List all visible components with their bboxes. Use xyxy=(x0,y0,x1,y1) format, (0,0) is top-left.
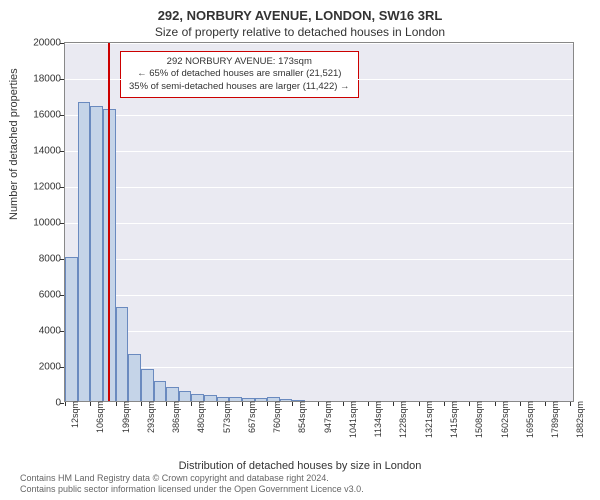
x-tick-label: 480sqm xyxy=(194,401,206,433)
histogram-bar xyxy=(65,257,78,401)
histogram-bar xyxy=(191,394,204,401)
histogram-bar xyxy=(154,381,166,401)
histogram-bar xyxy=(166,387,179,401)
x-tick-label: 1602sqm xyxy=(498,401,510,438)
y-axis-label: Number of detached properties xyxy=(8,68,20,220)
histogram-bar xyxy=(141,369,154,401)
footer-attribution: Contains HM Land Registry data © Crown c… xyxy=(20,473,364,496)
gridline xyxy=(65,259,573,260)
x-tick-label: 1228sqm xyxy=(396,401,408,438)
annotation-line1: 292 NORBURY AVENUE: 173sqm xyxy=(129,56,350,68)
chart-title-address: 292, NORBURY AVENUE, LONDON, SW16 3RL xyxy=(0,0,600,23)
histogram-bar xyxy=(116,307,129,401)
histogram-bar xyxy=(128,354,141,401)
histogram-bar xyxy=(78,102,91,401)
gridline xyxy=(65,115,573,116)
x-axis-label: Distribution of detached houses by size … xyxy=(0,460,600,472)
x-tick-label: 1695sqm xyxy=(523,401,535,438)
reference-line xyxy=(108,43,110,401)
x-tick-label: 1508sqm xyxy=(472,401,484,438)
gridline xyxy=(65,79,573,80)
x-tick-label: 1321sqm xyxy=(422,401,434,438)
gridline xyxy=(65,331,573,332)
x-tick-label: 947sqm xyxy=(321,401,333,433)
histogram-bar xyxy=(179,391,192,401)
x-tick-label: 573sqm xyxy=(220,401,232,433)
footer-line1: Contains HM Land Registry data © Crown c… xyxy=(20,473,364,485)
x-tick-label: 1415sqm xyxy=(447,401,459,438)
x-tick-label: 760sqm xyxy=(270,401,282,433)
x-tick-label: 12sqm xyxy=(68,401,80,428)
footer-line2: Contains public sector information licen… xyxy=(20,484,364,496)
x-tick-label: 106sqm xyxy=(93,401,105,433)
gridline xyxy=(65,43,573,44)
histogram-bar xyxy=(90,106,103,401)
x-tick-label: 854sqm xyxy=(295,401,307,433)
x-tick-label: 386sqm xyxy=(169,401,181,433)
gridline xyxy=(65,187,573,188)
x-tick-label: 1134sqm xyxy=(371,401,383,437)
x-tick-label: 199sqm xyxy=(119,401,131,433)
x-tick-label: 667sqm xyxy=(245,401,257,433)
reference-annotation-box: 292 NORBURY AVENUE: 173sqm ← 65% of deta… xyxy=(120,51,359,98)
annotation-line3: 35% of semi-detached houses are larger (… xyxy=(129,81,350,93)
x-tick-label: 1882sqm xyxy=(573,401,585,438)
x-tick-label: 293sqm xyxy=(144,401,156,433)
x-tick-label: 1789sqm xyxy=(548,401,560,438)
chart-container: 292, NORBURY AVENUE, LONDON, SW16 3RL Si… xyxy=(0,0,600,500)
chart-title-subtitle: Size of property relative to detached ho… xyxy=(0,25,600,39)
gridline xyxy=(65,223,573,224)
gridline xyxy=(65,151,573,152)
gridline xyxy=(65,295,573,296)
plot-area: 292 NORBURY AVENUE: 173sqm ← 65% of deta… xyxy=(64,42,574,402)
x-tick-label: 1041sqm xyxy=(346,401,358,438)
